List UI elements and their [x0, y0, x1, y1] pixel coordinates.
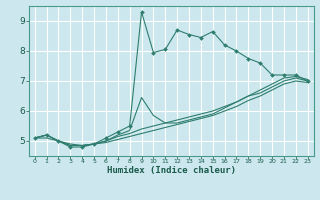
X-axis label: Humidex (Indice chaleur): Humidex (Indice chaleur) — [107, 166, 236, 175]
